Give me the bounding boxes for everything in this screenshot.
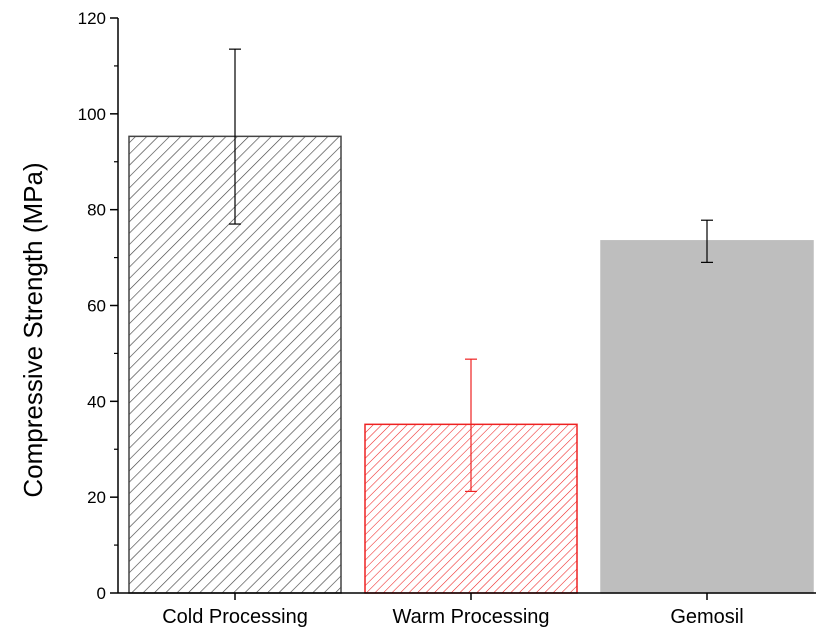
y-tick-label: 20 [87, 488, 106, 507]
x-ticks: Cold Processing Warm Processing Gemosil [162, 593, 744, 628]
error-bar-warm-processing [465, 358, 477, 493]
y-axis-title: Compressive Strength (MPa) [18, 162, 48, 497]
x-tick-label: Warm Processing [392, 606, 549, 628]
y-tick-label: 40 [87, 392, 106, 411]
error-bar-cold-processing [229, 48, 241, 225]
error-bars-layer [229, 48, 713, 493]
axes: 0 20 40 60 80 100 120 Cold Processing Warm Proc… [78, 9, 816, 628]
x-tick-label: Gemosil [670, 606, 743, 628]
y-tick-label: 100 [78, 105, 106, 124]
y-tick-label: 120 [78, 9, 106, 28]
y-ticks: 0 20 40 60 80 100 120 [78, 9, 118, 603]
x-tick-label: Cold Processing [162, 606, 308, 628]
y-tick-label: 0 [97, 584, 106, 603]
bar-gemosil [600, 240, 814, 594]
y-tick-label: 60 [87, 297, 106, 316]
y-tick-label: 80 [87, 201, 106, 220]
error-bar-gemosil [701, 219, 713, 263]
